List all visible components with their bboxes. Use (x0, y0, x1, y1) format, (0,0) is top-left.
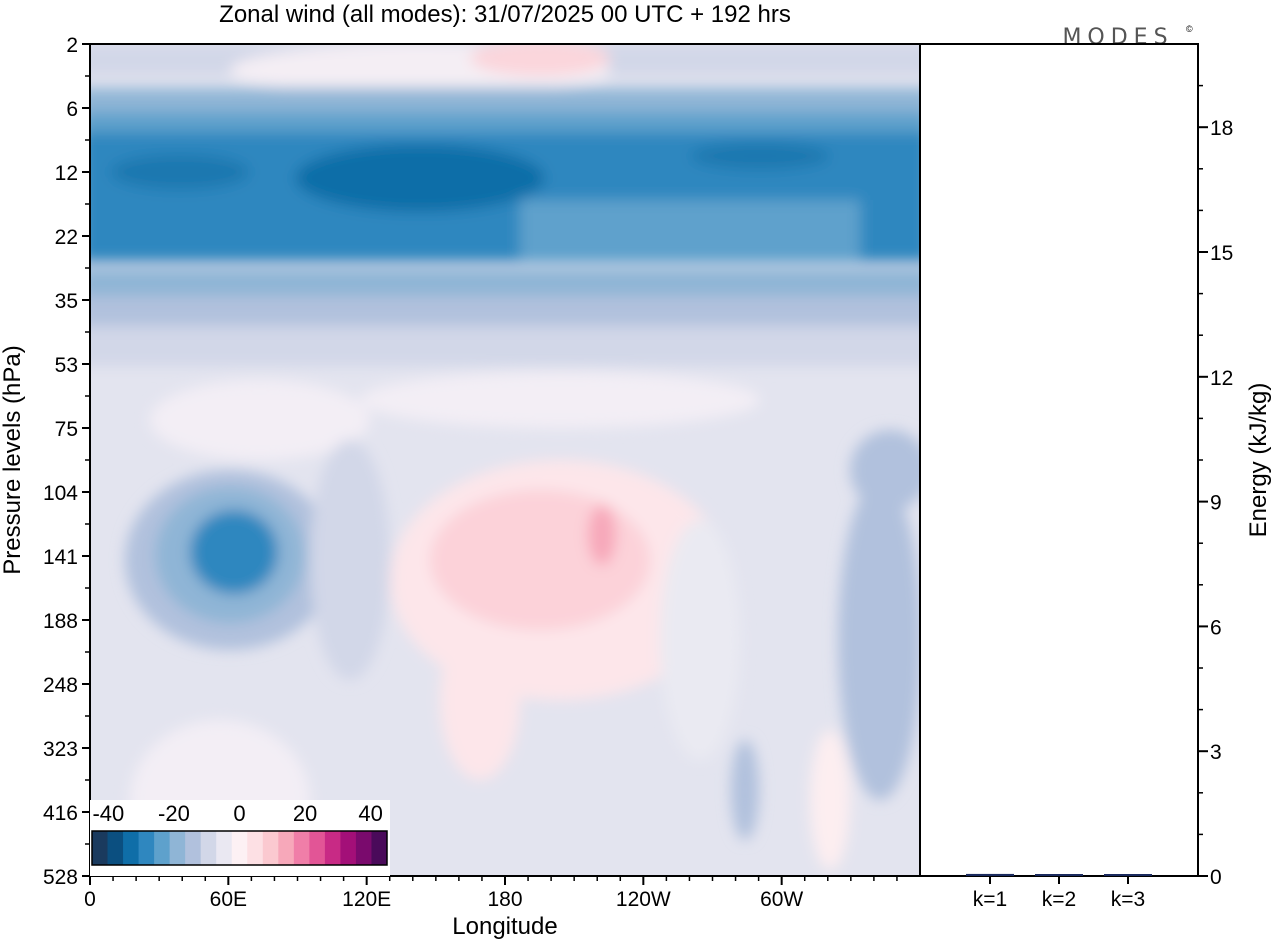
upper-westerly-patch (470, 44, 610, 76)
colorbar-swatch (340, 831, 357, 865)
energy-category-label: k=1 (973, 888, 1007, 911)
colorbar-swatch (324, 831, 341, 865)
y-tick-label: 416 (43, 802, 78, 825)
y-tick-label: 6 (66, 98, 78, 121)
westerly-lower-extension (440, 620, 520, 780)
westerly-patch-lower (810, 730, 850, 870)
energy-axis-label: Energy (kJ/kg) (1245, 383, 1272, 538)
energy-bar (1104, 874, 1152, 876)
easterly-core-east (690, 142, 830, 170)
colorbar-swatch (169, 831, 186, 865)
energy-panel-frame (919, 43, 1199, 877)
colorbar-swatch (247, 831, 264, 865)
colorbar-swatch (107, 831, 124, 865)
colorbar-swatch (154, 831, 171, 865)
colorbar-label: 0 (233, 801, 245, 826)
energy-tick-label: 12 (1210, 367, 1233, 390)
colorbar-label: 20 (293, 801, 317, 826)
x-tick-label: 60W (760, 888, 803, 911)
chart-title: Zonal wind (all modes): 31/07/2025 00 UT… (219, 1, 791, 28)
colorbar (91, 830, 388, 866)
westerly-max (588, 505, 616, 565)
pressure-axis: 2 6 12 22 35 53 75 104 141 188 248 323 416 528 (43, 34, 90, 889)
y-tick-label: 12 (55, 162, 78, 185)
y-tick-label: 104 (43, 482, 78, 505)
energy-tick-label: 3 (1210, 741, 1222, 764)
colorbar-label: -40 (92, 801, 124, 826)
y-tick-label: 323 (43, 738, 78, 761)
energy-category-label: k=2 (1042, 888, 1076, 911)
colorbar-swatch (231, 831, 248, 865)
brand-registered-mark: © (1186, 24, 1193, 34)
colorbar-swatch (262, 831, 279, 865)
y-tick-label: 188 (43, 610, 78, 633)
colorbar-swatch (123, 831, 140, 865)
energy-tick-label: 15 (1210, 242, 1233, 265)
colorbar-swatch (216, 831, 233, 865)
colorbar-swatch (278, 831, 295, 865)
easterly-core-region (295, 144, 545, 212)
colorbar-frame (91, 830, 388, 866)
y-tick-label: 22 (55, 226, 78, 249)
y-tick-label: 248 (43, 674, 78, 697)
y-tick-label: 141 (43, 546, 78, 569)
x-tick-label: 60E (210, 888, 247, 911)
zonal-wind-contour-field (90, 44, 920, 876)
weak-zone-center (360, 372, 760, 428)
x-tick-label: 120E (342, 888, 391, 911)
weakening-easterlies (520, 200, 860, 260)
band-50hPa (90, 326, 920, 366)
colorbar-labels: -40 -20 0 20 40 (92, 801, 382, 826)
x-tick-label: 180 (487, 888, 522, 911)
y-tick-label: 35 (55, 290, 78, 313)
energy-tick-label: 0 (1210, 866, 1222, 889)
weak-column-100w (660, 520, 740, 760)
colorbar-swatch (138, 831, 155, 865)
energy-axis: 0 3 6 9 12 15 18 (1198, 84, 1233, 889)
colorbar-label: -20 (158, 801, 190, 826)
y-axis-label: Pressure levels (hPa) (0, 345, 26, 574)
energy-bars (966, 873, 1152, 876)
x-tick-label: 0 (84, 888, 96, 911)
colorbar-swatch (185, 831, 202, 865)
energy-tick-label: 18 (1210, 117, 1233, 140)
colorbar-swatch (293, 831, 310, 865)
colorbar-swatch (355, 831, 372, 865)
band-30hPa (90, 268, 920, 298)
x-axis-label: Longitude (452, 913, 557, 940)
easterly-column-120e (310, 440, 390, 680)
weak-zone-west (150, 380, 370, 460)
westerly-mid (430, 490, 650, 630)
easterly-patch-lower (731, 740, 759, 840)
colorbar-swatch (200, 831, 217, 865)
energy-bar (1035, 874, 1083, 876)
colorbar-swatch (309, 831, 326, 865)
energy-tick-label: 9 (1210, 492, 1222, 515)
energy-categories: k=1 k=2 k=3 (973, 876, 1145, 911)
tropical-easterly-core (190, 510, 278, 594)
easterly-core-west (110, 154, 250, 190)
energy-bar (966, 873, 1014, 876)
y-tick-label: 75 (55, 418, 78, 441)
colorbar-swatch (92, 831, 109, 865)
y-tick-label: 528 (43, 866, 78, 889)
colorbar-label: 40 (358, 801, 382, 826)
band-40hPa (90, 296, 920, 330)
y-tick-label: 2 (66, 34, 78, 57)
energy-tick-label: 6 (1210, 616, 1222, 639)
energy-category-label: k=3 (1111, 888, 1145, 911)
longitude-axis: 0 60E 120E 180 120W 60W (84, 876, 898, 911)
easterly-column-east (838, 480, 920, 800)
x-tick-label: 120W (616, 888, 671, 911)
y-tick-label: 53 (55, 354, 78, 377)
easterly-patch-east (850, 430, 920, 510)
colorbar-swatch (371, 831, 388, 865)
